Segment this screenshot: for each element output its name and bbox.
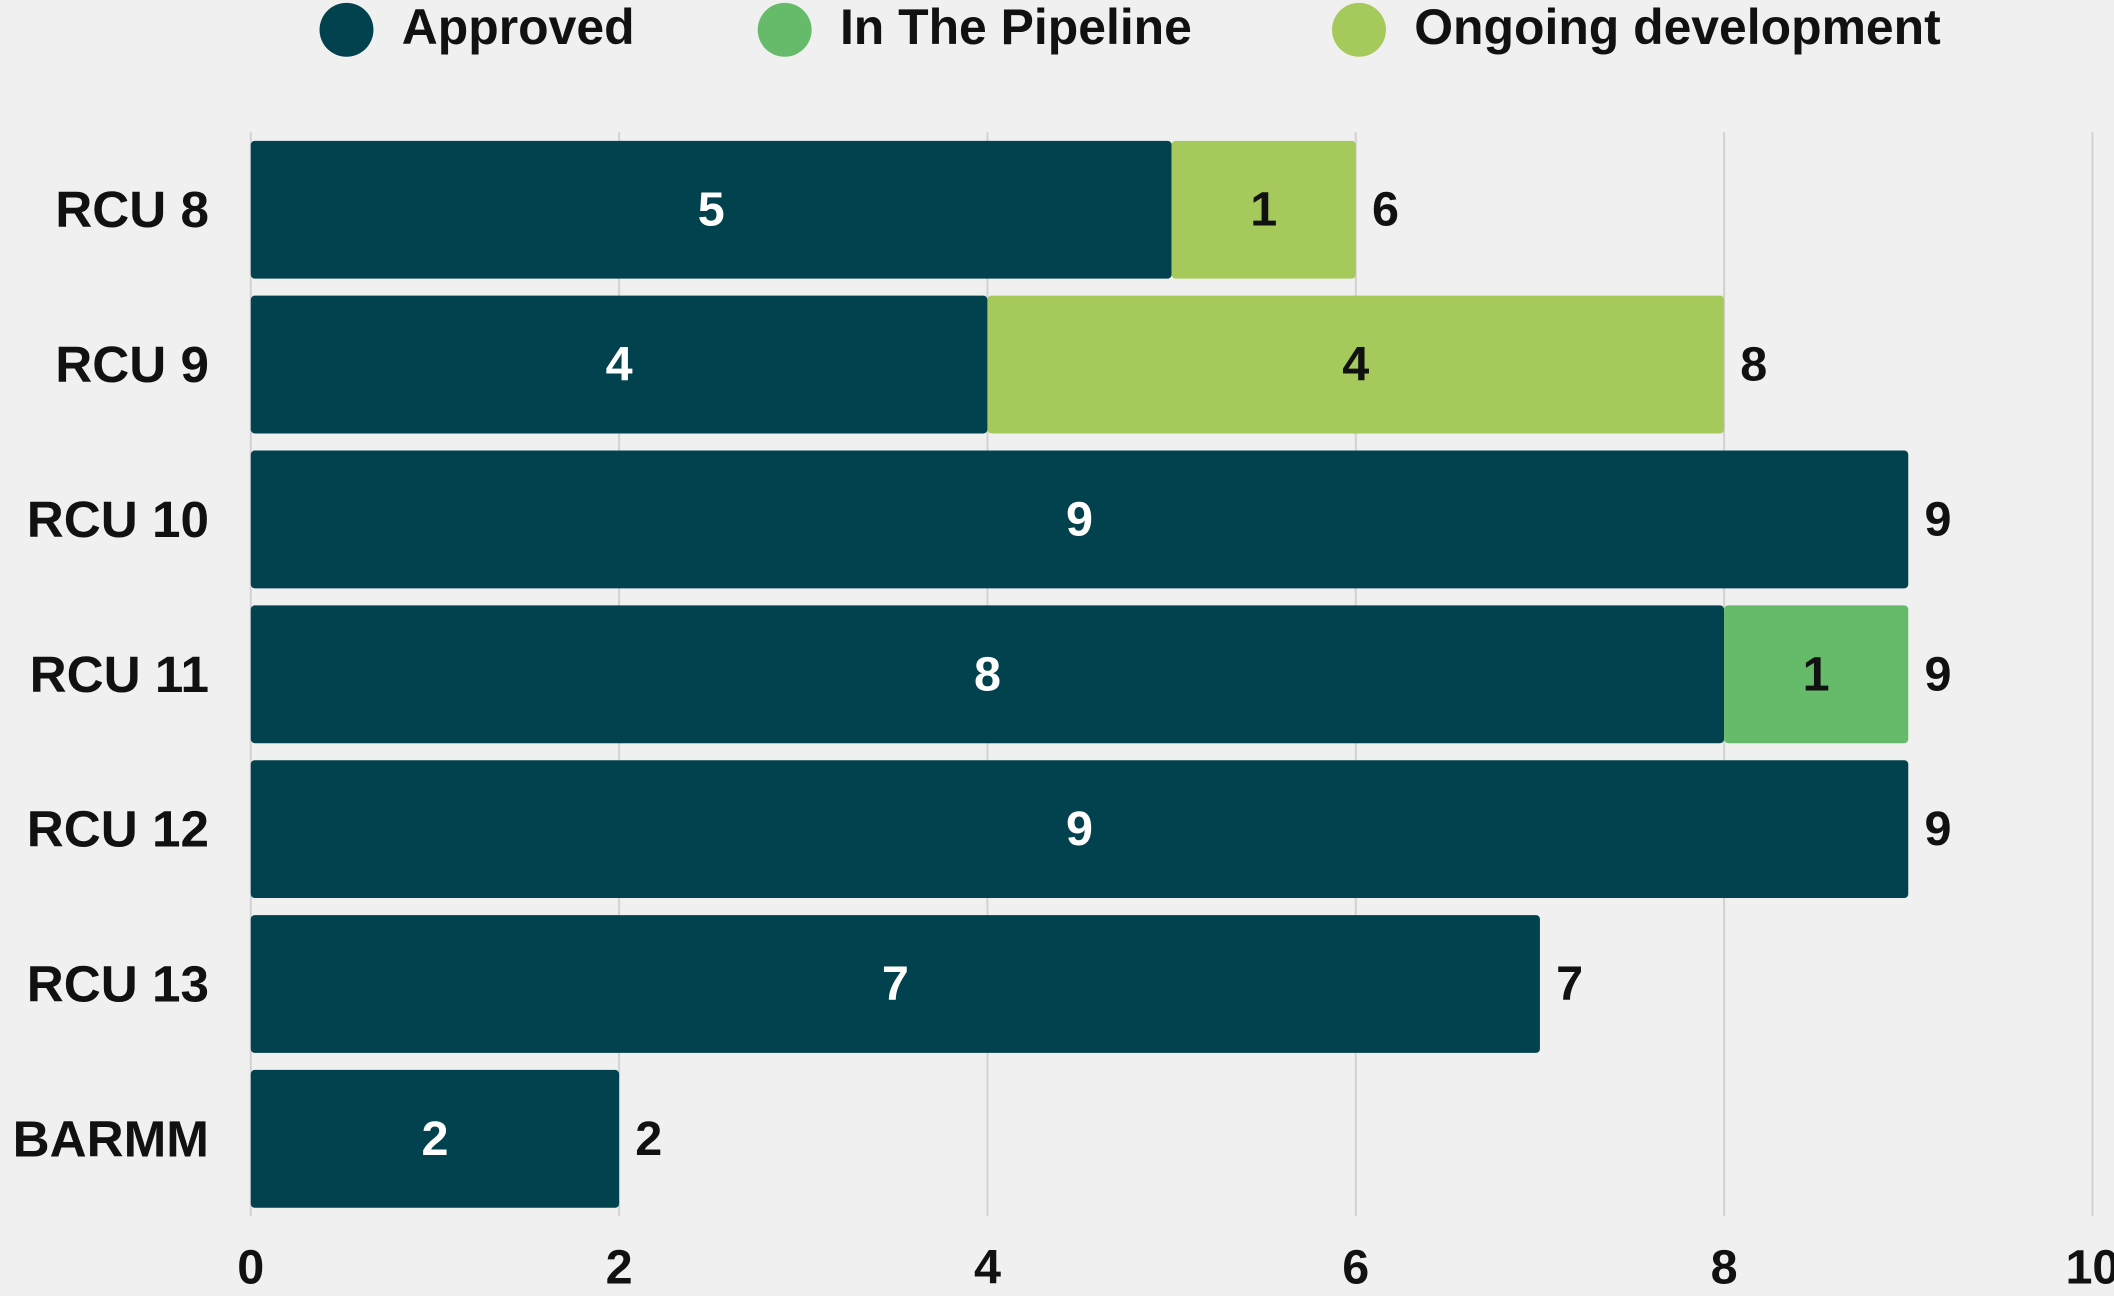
legend-swatch [757, 2, 812, 57]
bar-segment [987, 295, 1725, 434]
bar-segment [250, 915, 1540, 1053]
total-label: 9 [1924, 802, 1951, 856]
x-tick-label: 4 [974, 1241, 1001, 1295]
y-tick-label: RCU 12 [27, 801, 209, 858]
legend-label: In The Pipeline [840, 0, 1192, 55]
total-label: 7 [1556, 957, 1583, 1011]
total-label: 2 [635, 1112, 662, 1166]
bar-segment [250, 1069, 620, 1208]
bar-segment [250, 760, 1909, 899]
data-label: 4 [1342, 338, 1369, 392]
data-label: 9 [1066, 492, 1093, 546]
bar-segment [1724, 605, 1909, 744]
y-tick-label: RCU 9 [55, 336, 209, 393]
y-tick-label: BARMM [13, 1110, 209, 1167]
y-tick-label: RCU 8 [55, 181, 209, 238]
legend-label: Ongoing development [1414, 0, 1940, 55]
legend-label: Approved [402, 0, 635, 55]
data-label: 7 [882, 957, 909, 1011]
x-tick-label: 10 [2065, 1241, 2114, 1295]
legend-swatch [319, 2, 374, 57]
data-label: 8 [974, 647, 1001, 701]
bar-segment [250, 140, 1172, 279]
bar-segment [250, 450, 1909, 589]
total-label: 8 [1740, 338, 1767, 392]
total-label: 9 [1924, 647, 1951, 701]
x-tick-label: 2 [606, 1241, 633, 1295]
data-label: 1 [1250, 183, 1277, 237]
x-tick-label: 0 [237, 1241, 264, 1295]
data-label: 9 [1066, 802, 1093, 856]
y-tick-label: RCU 10 [27, 491, 209, 548]
x-tick-label: 8 [1711, 1241, 1738, 1295]
data-label: 5 [698, 183, 725, 237]
bar-segment [250, 605, 1725, 744]
y-tick-label: RCU 13 [27, 955, 209, 1012]
data-label: 4 [606, 338, 633, 392]
total-label: 9 [1924, 492, 1951, 546]
data-label: 1 [1803, 647, 1830, 701]
total-label: 6 [1372, 183, 1399, 237]
y-tick-label: RCU 11 [30, 646, 209, 703]
legend-swatch [1332, 2, 1386, 57]
bar-segment [250, 295, 988, 434]
data-label: 2 [421, 1112, 448, 1166]
x-tick-label: 6 [1342, 1241, 1369, 1295]
bar-segment [1171, 140, 1356, 279]
